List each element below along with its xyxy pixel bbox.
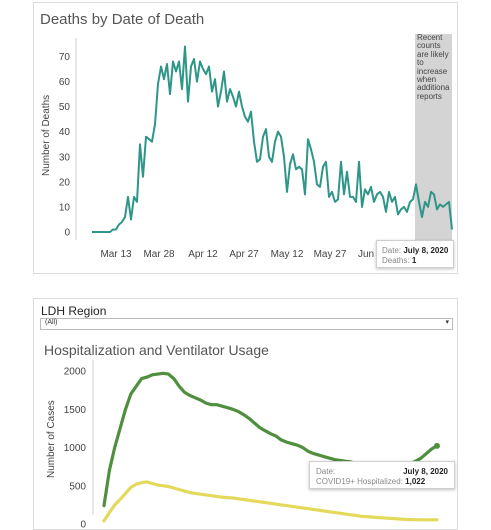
hospitalization-y-tick-label: 2000: [64, 367, 87, 378]
tooltip-hospitalized-value: 1,022: [405, 477, 425, 486]
tooltip-hospitalized-label: COVID19+ Hospitalized:: [316, 477, 403, 486]
hospitalization-tooltip: Date: July 8, 2020 COVID19+ Hospitalized…: [309, 461, 455, 489]
hospitalization-y-tick-label: 0: [80, 520, 86, 530]
hospitalization-y-tick-label: 1500: [64, 405, 87, 416]
hospitalization-y-tick-label: 500: [69, 481, 86, 492]
hospitalized-highlight-point: [434, 443, 440, 449]
hospitalization-y-tick-label: 1000: [64, 443, 87, 454]
tooltip-date-value: July 8, 2020: [403, 467, 448, 476]
tooltip-date-label: Date:: [316, 467, 335, 476]
